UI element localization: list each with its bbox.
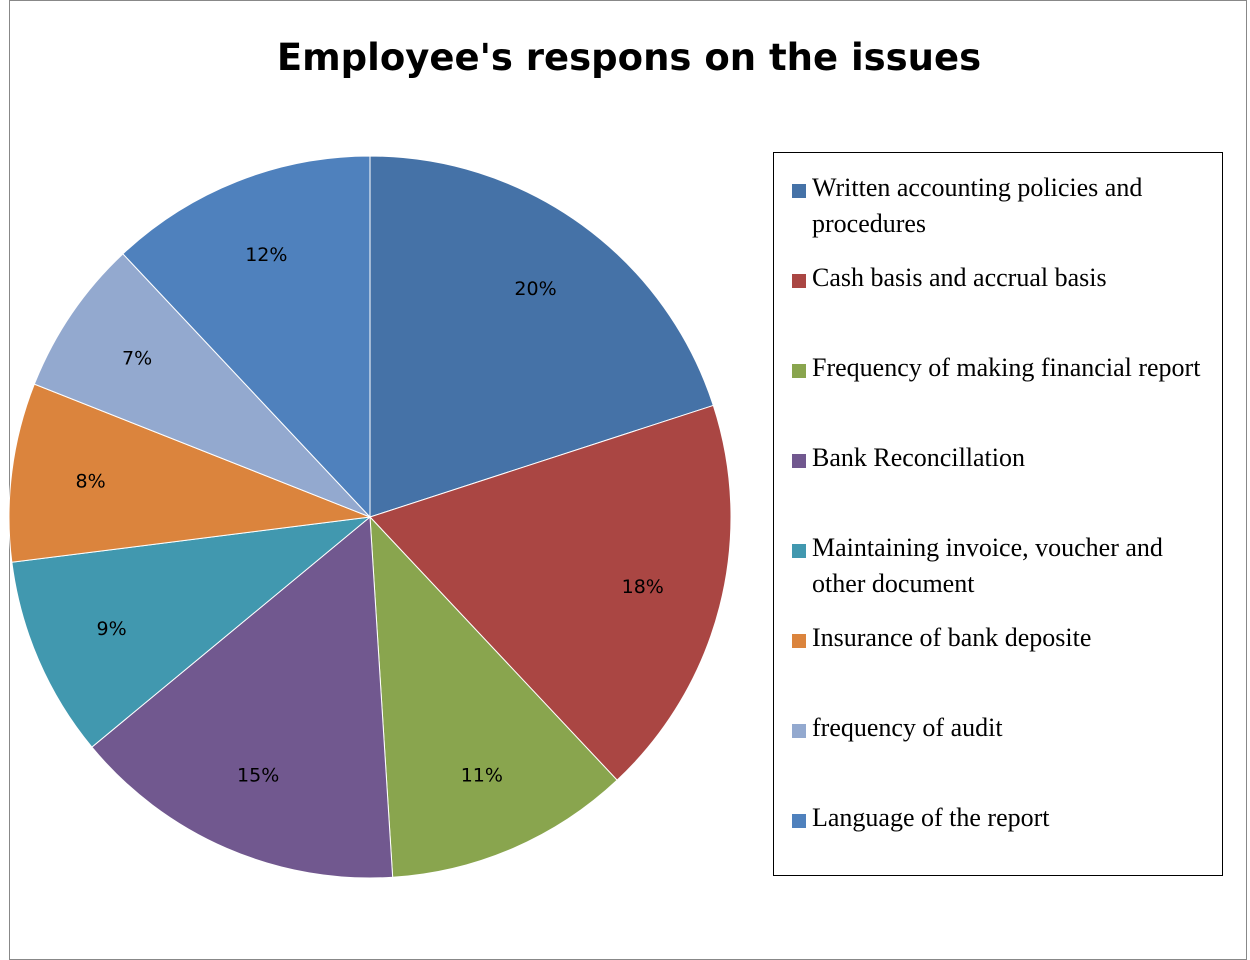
legend-swatch [792, 364, 806, 378]
legend-item: Written accounting policies and procedur… [792, 170, 1212, 242]
legend-item: Maintaining invoice, voucher and other d… [792, 530, 1212, 602]
slice-data-label: 18% [622, 576, 664, 598]
slice-data-label: 20% [514, 278, 556, 300]
slice-data-label: 11% [461, 764, 503, 786]
pie-slice-4 [11, 516, 372, 748]
legend-item: Bank Reconcillation [792, 440, 1212, 476]
legend-item: frequency of audit [792, 710, 1212, 746]
legend-label: Written accounting policies and procedur… [812, 173, 1143, 238]
legend-label: Insurance of bank deposite [812, 623, 1092, 652]
pie-slice-5 [8, 383, 371, 563]
legend-label: Cash basis and accrual basis [812, 263, 1107, 292]
legend-item: Insurance of bank deposite [792, 620, 1212, 656]
legend-swatch [792, 454, 806, 468]
slice-data-label: 8% [76, 471, 106, 493]
legend-label: Bank Reconcillation [812, 443, 1026, 472]
legend-swatch [792, 814, 806, 828]
legend-swatch [792, 724, 806, 738]
legend-item: Cash basis and accrual basis [792, 260, 1212, 296]
legend-swatch [792, 544, 806, 558]
slice-data-label: 15% [237, 764, 279, 786]
legend-item: Language of the report [792, 800, 1212, 836]
pie-slice-3 [91, 515, 394, 879]
slice-data-label: 9% [97, 618, 127, 640]
legend-item: Frequency of making financial report [792, 350, 1212, 386]
legend-swatch [792, 634, 806, 648]
legend-swatch [792, 184, 806, 198]
slice-data-label: 7% [122, 348, 152, 370]
pie-slice-0 [369, 155, 714, 518]
legend-label: Frequency of making financial report [812, 353, 1201, 382]
pie-slice-2 [369, 515, 618, 878]
legend-swatch [792, 274, 806, 288]
legend-label: Maintaining invoice, voucher and other d… [812, 533, 1163, 598]
legend-label: Language of the report [812, 803, 1050, 832]
chart-title: Employee's respons on the issues [276, 36, 982, 79]
legend-label: frequency of audit [812, 713, 1003, 742]
pie-slice-6 [33, 253, 371, 518]
pie-slice-7 [122, 155, 371, 519]
chart-legend: Written accounting policies and procedur… [773, 152, 1223, 876]
pie-slice-1 [369, 404, 732, 781]
slice-data-label: 12% [245, 244, 287, 266]
